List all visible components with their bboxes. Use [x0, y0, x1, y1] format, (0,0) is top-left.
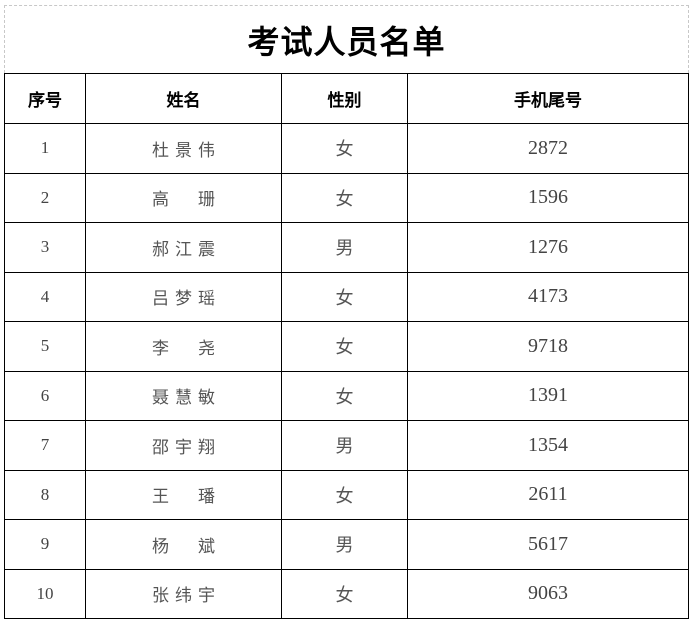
table-row: 3 郝江震男 1276	[4, 222, 689, 273]
table-row: 4 吕梦瑶女 4173	[4, 271, 689, 322]
cell-gender: 女	[281, 321, 408, 372]
cell-gender: 女	[281, 271, 408, 322]
cell-gender: 男	[281, 519, 408, 570]
cell-phone: 9063	[407, 568, 689, 619]
cell-name: 邵宇翔	[85, 420, 282, 471]
cell-no: 7	[4, 420, 86, 471]
cell-name: 吕梦瑶	[85, 271, 282, 322]
cell-name: 高 珊	[85, 172, 282, 223]
header-phone: 手机尾号	[407, 73, 689, 124]
cell-no: 9	[4, 519, 86, 570]
cell-phone: 1391	[407, 370, 689, 421]
header-no: 序号	[4, 73, 86, 124]
cell-name: 王 璠	[85, 469, 282, 520]
cell-phone: 1354	[407, 420, 689, 471]
header-row: 序号 姓名 性别 手机尾号	[4, 73, 689, 124]
cell-no: 2	[4, 172, 86, 223]
cell-name: 杜景伟	[85, 123, 282, 174]
cell-no: 4	[4, 271, 86, 322]
title-area: 考试人员名单	[4, 5, 689, 73]
cell-name: 杨 斌	[85, 519, 282, 570]
cell-name: 张纬宇	[85, 568, 282, 619]
cell-gender: 女	[281, 370, 408, 421]
cell-gender: 男	[281, 222, 408, 273]
table-row: 1 杜景伟女 2872	[4, 123, 689, 174]
cell-no: 6	[4, 370, 86, 421]
cell-gender: 女	[281, 469, 408, 520]
cell-phone: 2872	[407, 123, 689, 174]
cell-name: 郝江震	[85, 222, 282, 273]
cell-no: 1	[4, 123, 86, 174]
cell-gender: 女	[281, 172, 408, 223]
cell-phone: 2611	[407, 469, 689, 520]
header-gender: 性别	[281, 73, 408, 124]
cell-name: 聂慧敏	[85, 370, 282, 421]
cell-gender: 男	[281, 420, 408, 471]
cell-gender: 女	[281, 568, 408, 619]
cell-no: 10	[4, 568, 86, 619]
cell-no: 8	[4, 469, 86, 520]
cell-no: 3	[4, 222, 86, 273]
cell-phone: 4173	[407, 271, 689, 322]
page-title: 考试人员名单	[247, 22, 446, 61]
table-row: 7 邵宇翔男 1354	[4, 420, 689, 471]
table-row: 6 聂慧敏女 1391	[4, 370, 689, 421]
cell-no: 5	[4, 321, 86, 372]
cell-name: 李 尧	[85, 321, 282, 372]
cell-phone: 1596	[407, 172, 689, 223]
cell-gender: 女	[281, 123, 408, 174]
header-name: 姓名	[85, 73, 282, 124]
table-row: 10 张纬宇女 9063	[4, 568, 689, 619]
cell-phone: 9718	[407, 321, 689, 372]
cell-phone: 5617	[407, 519, 689, 570]
cell-phone: 1276	[407, 222, 689, 273]
exam-roster-table: 序号 姓名 性别 手机尾号 1 杜景伟女 2872 2 高 珊女 1596 3 郝江震男 127…	[4, 73, 689, 619]
